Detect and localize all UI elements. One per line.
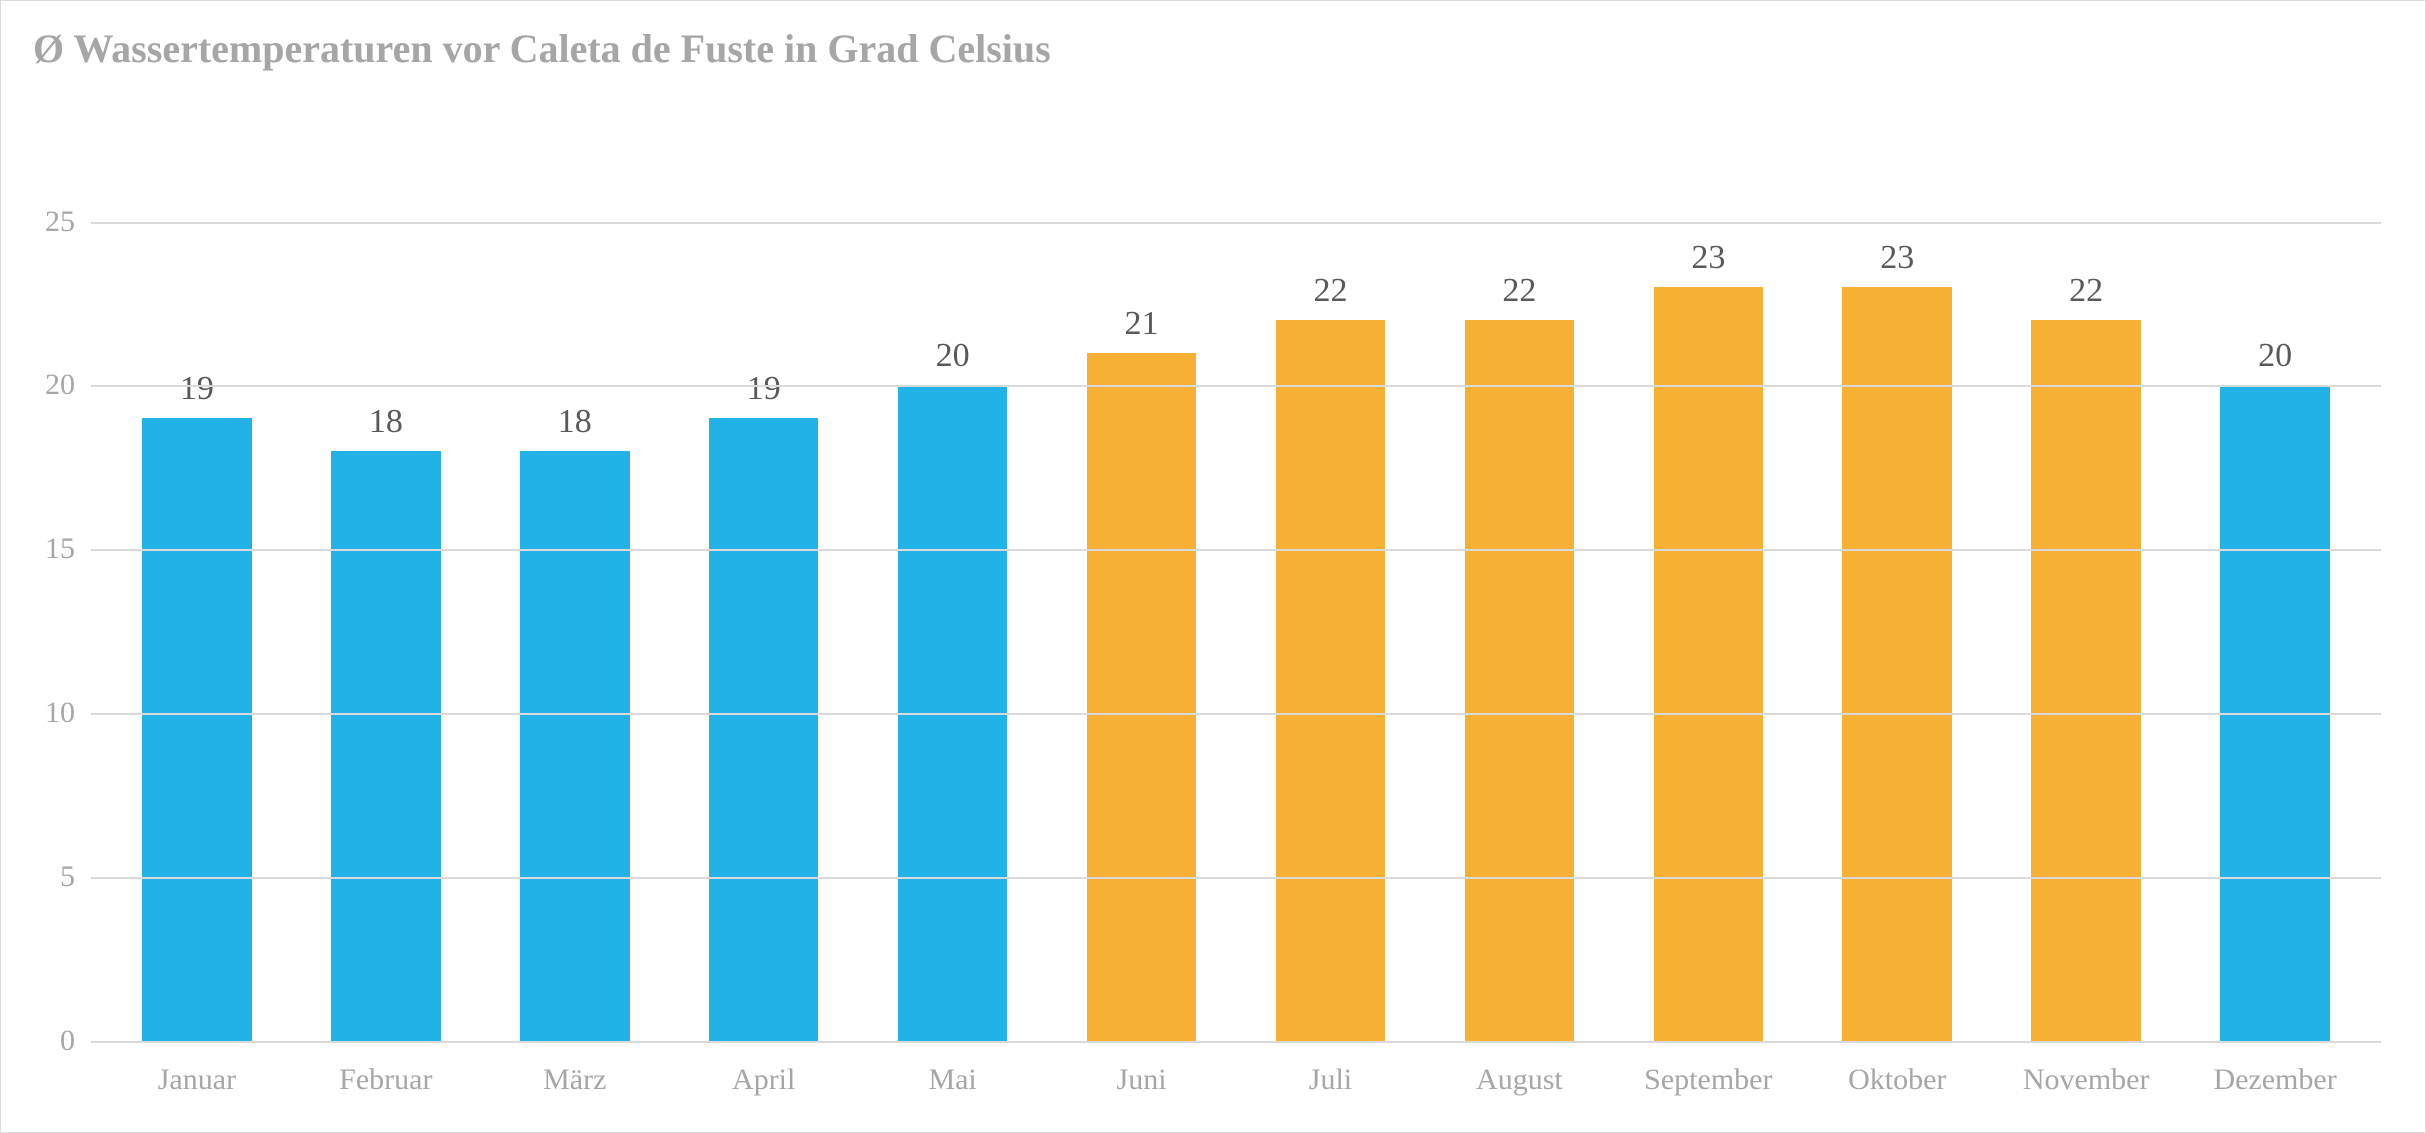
chart-bar [1087, 353, 1197, 1041]
chart-x-category-label: Juli [1309, 1063, 1352, 1097]
chart-bar-value-label: 19 [747, 370, 781, 408]
chart-gridline [91, 877, 2381, 879]
chart-x-category-label: März [543, 1063, 606, 1097]
chart-bars-layer: 19 18 18 19 20 21 22 22 23 23 22 20 [91, 156, 2381, 1041]
chart-x-category-label: Mai [928, 1063, 976, 1097]
chart-bar-value-label: 22 [1502, 272, 1536, 310]
chart-bar [1654, 287, 1764, 1041]
chart-gridline [91, 1041, 2381, 1043]
chart-y-tick-label: 5 [1, 860, 75, 894]
chart-bar [142, 418, 252, 1041]
chart-bar [1842, 287, 1952, 1041]
chart-gridline [91, 385, 2381, 387]
chart-x-category-label: Dezember [2213, 1063, 2336, 1097]
chart-bar-value-label: 23 [1691, 239, 1725, 277]
chart-x-category-label: November [2023, 1063, 2150, 1097]
chart-title: Ø Wassertemperaturen vor Caleta de Fuste… [33, 25, 1051, 72]
chart-gridline [91, 549, 2381, 551]
chart-bar-value-label: 20 [936, 337, 970, 375]
chart-bar-value-label: 23 [1880, 239, 1914, 277]
chart-y-tick-label: 15 [1, 532, 75, 566]
chart-y-tick-label: 25 [1, 205, 75, 239]
water-temperature-chart: Ø Wassertemperaturen vor Caleta de Fuste… [0, 0, 2426, 1133]
chart-x-category-label: Januar [158, 1063, 236, 1097]
chart-bar [520, 451, 630, 1041]
chart-bar-value-label: 22 [2069, 272, 2103, 310]
chart-bar [331, 451, 441, 1041]
chart-bar-value-label: 19 [180, 370, 214, 408]
chart-gridline [91, 713, 2381, 715]
chart-x-category-label: Oktober [1848, 1063, 1946, 1097]
chart-y-tick-label: 10 [1, 696, 75, 730]
chart-x-category-label: August [1476, 1063, 1563, 1097]
chart-bar-value-label: 21 [1125, 305, 1159, 343]
chart-bar [2031, 320, 2141, 1041]
chart-bar [1276, 320, 1386, 1041]
chart-x-category-label: Februar [339, 1063, 432, 1097]
chart-bar [1465, 320, 1575, 1041]
chart-bar [709, 418, 819, 1041]
chart-bar-value-label: 22 [1313, 272, 1347, 310]
chart-x-category-label: Juni [1117, 1063, 1167, 1097]
chart-x-category-label: April [732, 1063, 795, 1097]
chart-bar-value-label: 18 [558, 403, 592, 441]
chart-y-tick-label: 0 [1, 1024, 75, 1058]
chart-bar-value-label: 20 [2258, 337, 2292, 375]
chart-gridline [91, 222, 2381, 224]
chart-plot-area: 19 18 18 19 20 21 22 22 23 23 22 20 [91, 156, 2381, 1041]
chart-y-tick-label: 20 [1, 368, 75, 402]
chart-x-category-label: September [1644, 1063, 1772, 1097]
chart-bar-value-label: 18 [369, 403, 403, 441]
